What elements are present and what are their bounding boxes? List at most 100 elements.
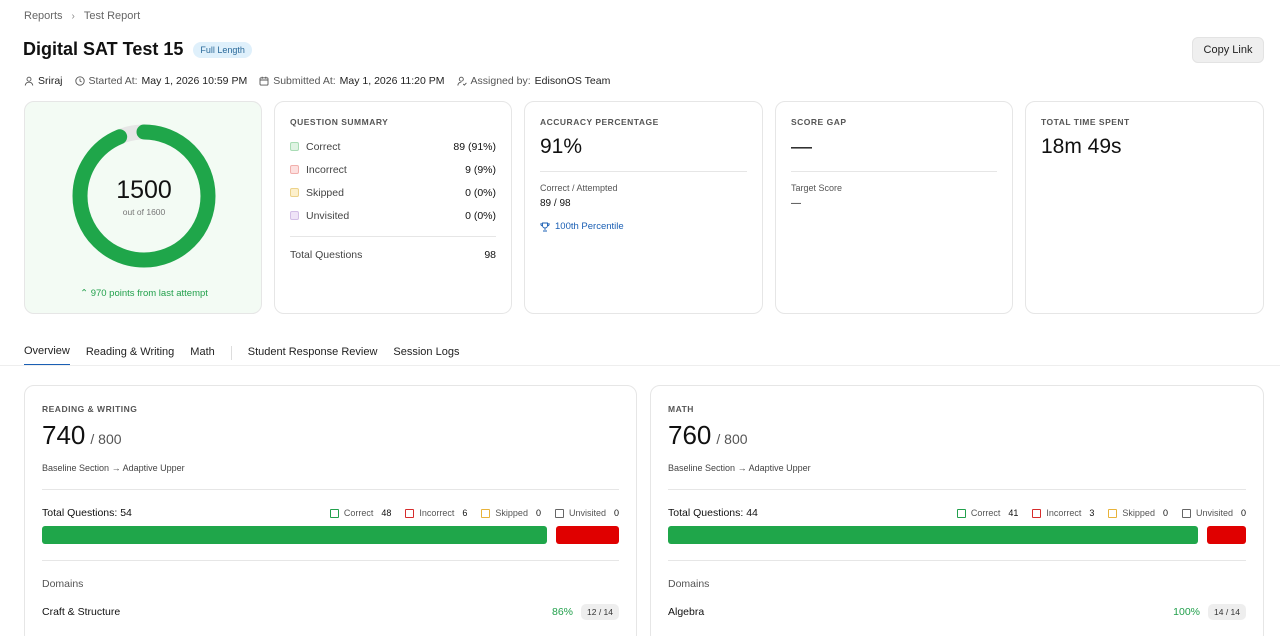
correct-bar (668, 526, 1199, 544)
target-score-label: Target Score (791, 183, 843, 193)
tab-overview[interactable]: Overview (24, 345, 70, 366)
section-legend: Correct 48 Incorrect 6 Skipped 0 Unvisited 0 (329, 508, 619, 518)
section-totals-row: Total Questions: 54 Correct 48 Incorrect 6 S… (42, 507, 619, 519)
domain-percent: 86% (551, 606, 573, 618)
summary-row-correct: Correct 89 (91%) (290, 135, 496, 158)
flow-from: Baseline Section (668, 463, 736, 473)
reading-writing-section-card: Reading & Writing 740 / 800 Baseline Sec… (24, 385, 637, 636)
submitted-value: May 1, 2026 11:20 PM (339, 75, 445, 87)
full-length-badge: Full Length (193, 41, 252, 58)
breadcrumb-reports[interactable]: Reports (24, 10, 63, 22)
summary-row-label: Incorrect (306, 163, 347, 176)
user-icon (24, 76, 34, 86)
summary-row-skipped: Skipped 0 (0%) (290, 181, 496, 204)
accuracy-sub-label: Correct / Attempted (540, 183, 618, 193)
percentile-text: 100th Percentile (555, 221, 624, 232)
domain-ratio: 14 / 14 (1208, 604, 1246, 620)
summary-row-value: 89 (91%) (453, 140, 496, 153)
tab-reading-writing[interactable]: Reading & Writing (85, 346, 175, 358)
section-score: 760 / 800 (668, 420, 1246, 451)
legend-label: Correct (970, 508, 1001, 518)
legend-incorrect: Incorrect 3 (1032, 508, 1094, 518)
section-score: 740 / 800 (42, 420, 619, 451)
score-gap-label: Score Gap (791, 117, 847, 127)
domain-ratio: 12 / 14 (581, 604, 619, 620)
section-label: Reading & Writing (42, 404, 138, 414)
section-score-value: 760 (668, 420, 712, 450)
legend-count: 0 (1240, 508, 1246, 518)
page-title: Digital SAT Test 15 (23, 39, 184, 59)
legend-label: Incorrect (419, 508, 455, 518)
domain-row[interactable]: Algebra 100% 14 / 14 (668, 604, 1246, 620)
meta-started: Started At: May 1, 2026 10:59 PM (74, 75, 247, 87)
status-swatch (290, 142, 299, 151)
incorrect-bar (1207, 526, 1246, 544)
score-gap-card: Score Gap — Target Score — (775, 101, 1013, 314)
domain-percent: 100% (1173, 606, 1200, 618)
legend-correct: Correct 41 (956, 508, 1019, 518)
legend-count: 48 (381, 508, 392, 518)
accuracy-label: Accuracy Percentage (540, 117, 659, 127)
question-summary-card: Question Summary Correct 89 (91%) Incorrec… (274, 101, 512, 314)
summary-row-incorrect: Incorrect 9 (9%) (290, 158, 496, 181)
percentile-link[interactable]: 100th Percentile (540, 221, 747, 232)
tab-session-logs[interactable]: Session Logs (393, 346, 460, 358)
status-swatch (290, 188, 299, 197)
tab-student-response-review[interactable]: Student Response Review (247, 346, 378, 358)
legend-label: Unvisited (568, 508, 606, 518)
time-spent-value: 18m 49s (1041, 135, 1122, 158)
domain-name: Craft & Structure (42, 606, 121, 618)
summary-row-value: 0 (0%) (465, 209, 496, 222)
legend-count: 0 (535, 508, 541, 518)
user-check-icon (456, 76, 467, 86)
score-ring: 1500 out of 1600 (70, 122, 218, 270)
domains-label: Domains (668, 578, 710, 590)
section-result-bar (42, 526, 619, 544)
legend-count: 41 (1008, 508, 1019, 518)
copy-link-button[interactable]: Copy Link (1192, 37, 1264, 63)
calendar-icon (259, 76, 269, 86)
score-out-of: out of 1600 (122, 206, 166, 217)
student-name: Sriraj (38, 75, 63, 87)
improvement-text: 970 points from last attempt (90, 288, 208, 299)
summary-row-value: 9 (9%) (465, 163, 496, 176)
total-questions-label: Total Questions (290, 248, 363, 261)
meta-assigned: Assigned by: EdisonOS Team (456, 75, 610, 87)
trophy-icon (540, 222, 550, 231)
score-gap-value: — (791, 135, 812, 158)
legend-count: 6 (462, 508, 468, 518)
time-spent-card: Total Time Spent 18m 49s (1025, 101, 1264, 314)
legend-count: 0 (613, 508, 619, 518)
tab-divider (230, 345, 232, 360)
title-row: Digital SAT Test 15 Full Length (23, 39, 252, 60)
tab-math[interactable]: Math (190, 346, 215, 358)
started-label: Started At: (88, 75, 138, 87)
report-tabs: Overview Reading & Writing Math Student … (24, 345, 475, 366)
question-summary-rows: Correct 89 (91%) Incorrect 9 (9%) Skipped 0 (… (290, 135, 496, 227)
improvement-note: ⌃ 970 points from last attempt (25, 288, 263, 299)
clock-icon (74, 76, 85, 86)
domains-label: Domains (42, 578, 84, 590)
legend-label: Correct (343, 508, 374, 518)
summary-row-unvisited: Unvisited 0 (0%) (290, 204, 496, 227)
section-label: Math (668, 404, 694, 414)
legend-swatch (1181, 508, 1191, 518)
status-swatch (290, 165, 299, 174)
summary-row-label: Unvisited (306, 209, 350, 222)
legend-swatch (554, 508, 564, 518)
legend-swatch (956, 508, 966, 518)
domain-row[interactable]: Craft & Structure 86% 12 / 14 (42, 604, 619, 620)
chevron-up-icon: ⌃ (80, 288, 89, 299)
target-score-value: — (791, 198, 801, 209)
breadcrumb: Reports › Test Report (24, 10, 140, 22)
submitted-label: Submitted At: (273, 75, 336, 87)
legend-skipped: Skipped 0 (1108, 508, 1168, 518)
legend-count: 0 (1162, 508, 1168, 518)
legend-swatch (1108, 508, 1118, 518)
flow-to: Adaptive Upper (748, 463, 811, 473)
arrow-right-icon: → (737, 463, 747, 473)
incorrect-bar (555, 526, 619, 544)
math-section-card: Math 760 / 800 Baseline Section → Adapti… (650, 385, 1264, 636)
legend-swatch (481, 508, 491, 518)
total-questions-value: 98 (484, 248, 496, 261)
